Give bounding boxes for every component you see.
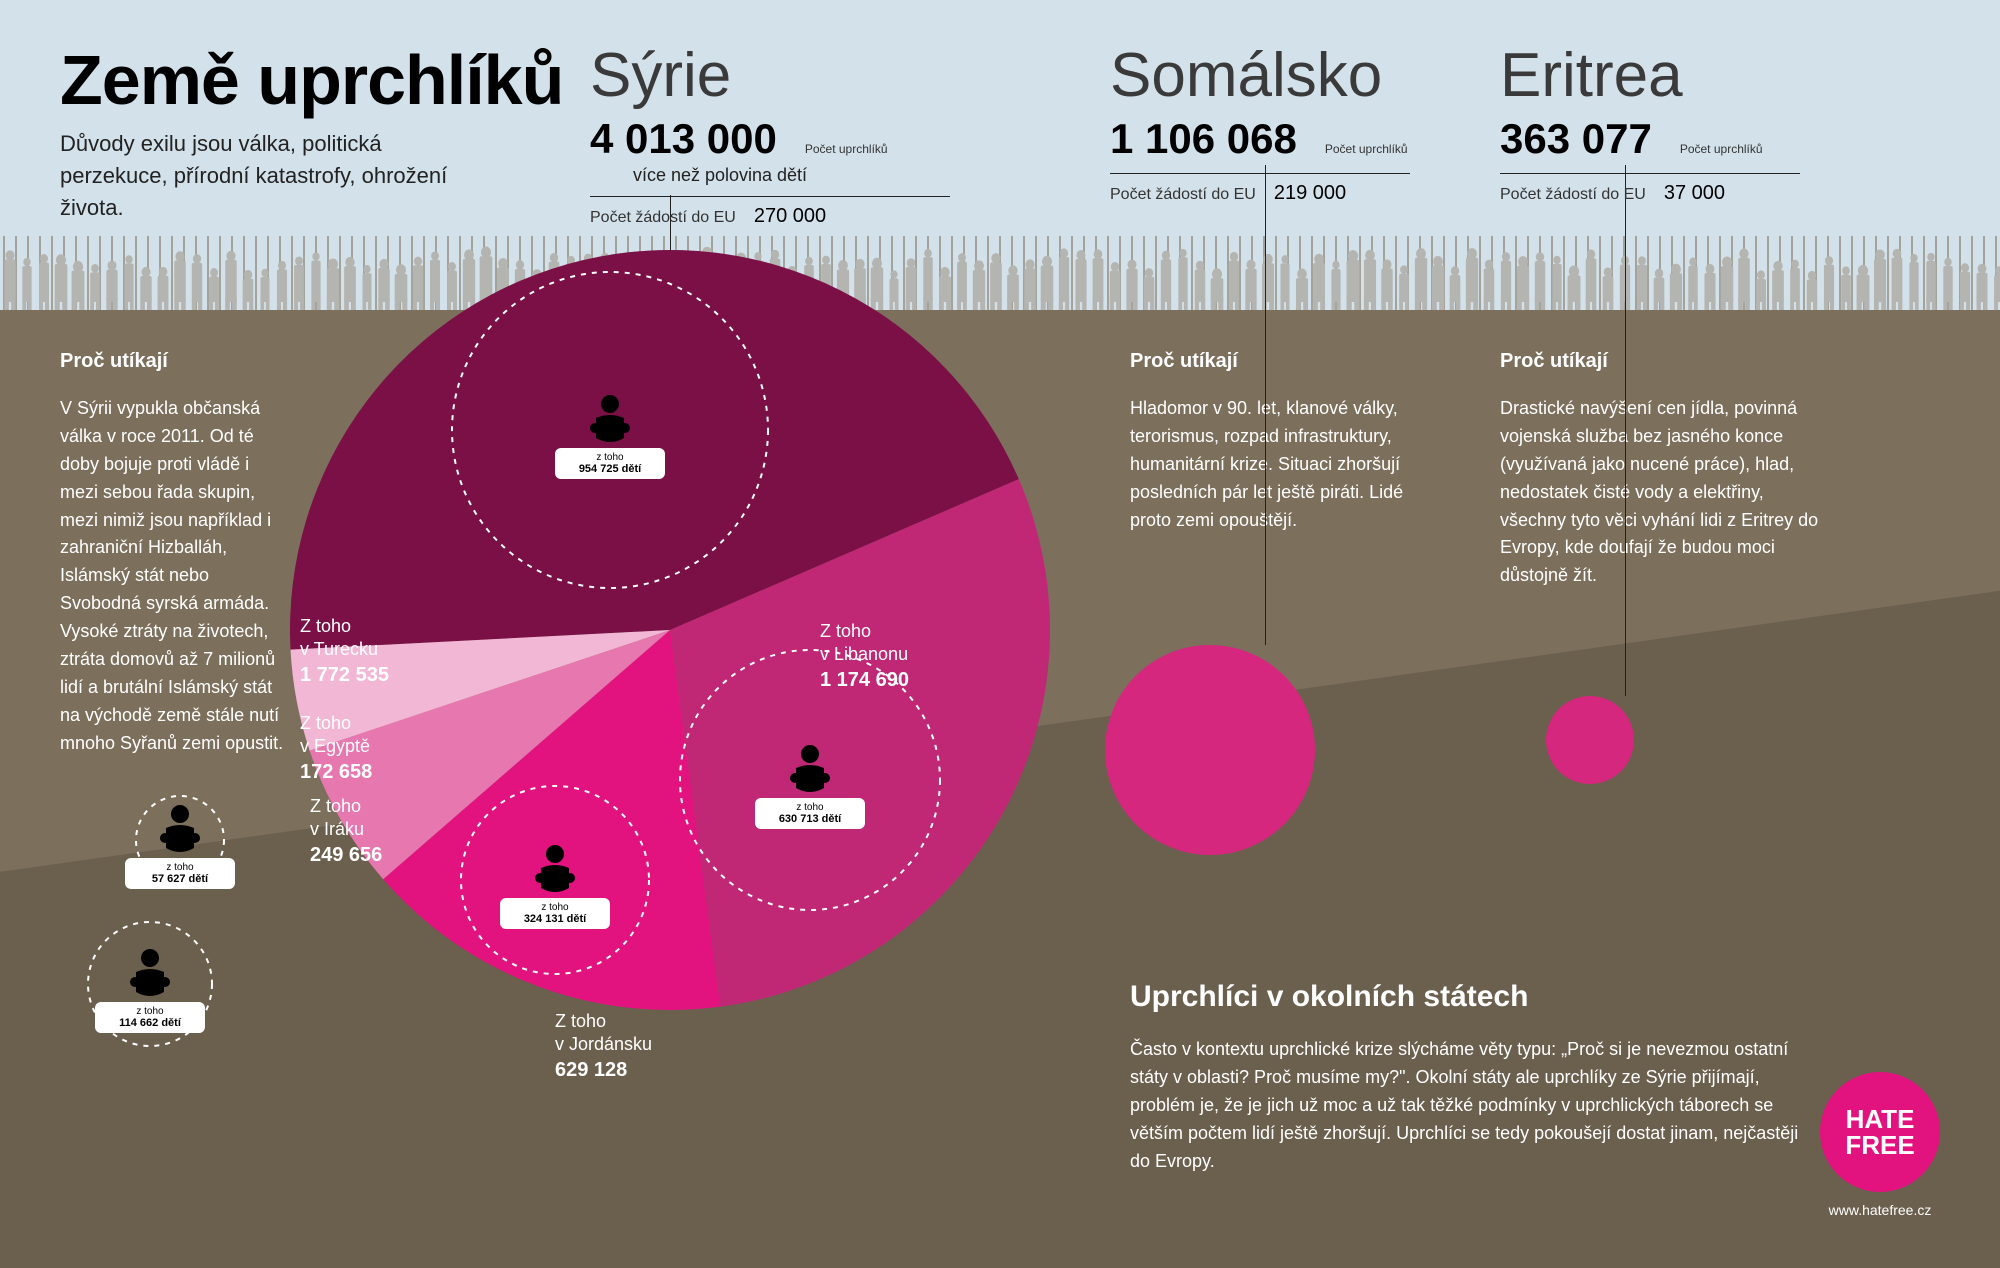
why-title: Proč utíkají (60, 350, 290, 373)
country-header-1: Somálsko 1 106 068 Počet uprchlíků Počet… (1110, 40, 1410, 205)
child-icon (586, 394, 634, 446)
child-badge-1: z toho630 713 dětí (755, 744, 865, 829)
why-block-1: Proč utíkají Hladomor v 90. let, klanové… (1130, 350, 1430, 534)
country-count: 363 077 (1500, 115, 1652, 163)
country-circle-2 (1546, 696, 1634, 784)
slice-label-1: Z tohov Libanonu1 174 690 (820, 620, 909, 693)
country-name: Sýrie (590, 40, 950, 111)
why-text: V Sýrii vypukla občanská válka v roce 20… (60, 395, 290, 758)
country-header-2: Eritrea 363 077 Počet uprchlíků Počet žá… (1500, 40, 1800, 205)
vline-circle-1 (1265, 310, 1266, 645)
logo-block: HATE FREE www.hatefree.cz (1820, 1072, 1940, 1218)
child-sign: z toho954 725 dětí (555, 448, 665, 479)
slice-label-0: Z tohov Turecku1 772 535 (300, 615, 389, 688)
country-name: Somálsko (1110, 40, 1410, 111)
child-sign: z toho630 713 dětí (755, 798, 865, 829)
slice-label-3: Z tohov Iráku249 656 (310, 795, 382, 868)
child-icon (531, 844, 579, 896)
why-title: Proč utíkají (1130, 350, 1430, 373)
hatefree-logo: HATE FREE (1820, 1072, 1940, 1192)
why-title: Proč utíkají (1500, 350, 1820, 373)
page-subtitle: Důvody exilu jsou válka, politická perze… (60, 128, 480, 224)
why-block-2: Proč utíkají Drastické navýšení cen jídl… (1500, 350, 1820, 590)
country-circle-1 (1105, 645, 1315, 855)
slice-label-4: Z tohov Egyptě172 658 (300, 712, 372, 785)
slice-label-2: Z tohov Jordánsku629 128 (555, 1010, 652, 1083)
vline-circle-2 (1625, 310, 1626, 696)
count-label: Počet uprchlíků (1680, 142, 1763, 156)
country-header-0: Sýrie 4 013 000 Počet uprchlíků více než… (590, 40, 950, 228)
logo-line2: FREE (1845, 1132, 1914, 1158)
child-icon (156, 804, 204, 856)
infographic-canvas: Země uprchlíků Důvody exilu jsou válka, … (0, 0, 2000, 1268)
bottom-title: Uprchlíci v okolních státech (1130, 980, 1810, 1014)
country-name: Eritrea (1500, 40, 1800, 111)
title-block: Země uprchlíků Důvody exilu jsou válka, … (60, 40, 563, 224)
bottom-text: Často v kontextu uprchlické krize slýchá… (1130, 1036, 1810, 1175)
why-text: Drastické navýšení cen jídla, povinná vo… (1500, 395, 1820, 590)
count-label: Počet uprchlíků (1325, 142, 1408, 156)
eu-value: 219 000 (1274, 182, 1346, 205)
page-title: Země uprchlíků (60, 40, 563, 120)
eu-label: Počet žádostí do EU (590, 209, 736, 227)
child-icon (786, 744, 834, 796)
eu-value: 37 000 (1664, 182, 1725, 205)
country-count: 1 106 068 (1110, 115, 1297, 163)
logo-url: www.hatefree.cz (1820, 1202, 1940, 1218)
child-badge-4: z toho57 627 dětí (125, 804, 235, 889)
why-text: Hladomor v 90. let, klanové války, teror… (1130, 395, 1430, 534)
child-sign: z toho114 662 dětí (95, 1002, 205, 1033)
bottom-block: Uprchlíci v okolních státech Často v kon… (1130, 980, 1810, 1175)
syria-pie-chart (280, 240, 1060, 1020)
child-sign: z toho324 131 dětí (500, 898, 610, 929)
count-sub: více než polovina dětí (590, 165, 850, 186)
eu-label: Počet žádostí do EU (1500, 186, 1646, 204)
eu-value: 270 000 (754, 205, 826, 228)
child-badge-2: z toho324 131 dětí (500, 844, 610, 929)
country-count: 4 013 000 (590, 115, 777, 163)
child-icon (126, 948, 174, 1000)
child-badge-0: z toho954 725 dětí (555, 394, 665, 479)
child-sign: z toho57 627 dětí (125, 858, 235, 889)
child-badge-3: z toho114 662 dětí (95, 948, 205, 1033)
eu-label: Počet žádostí do EU (1110, 186, 1256, 204)
count-label: Počet uprchlíků (805, 142, 888, 156)
logo-line1: HATE (1846, 1106, 1915, 1132)
why-block-0: Proč utíkají V Sýrii vypukla občanská vá… (60, 350, 290, 758)
